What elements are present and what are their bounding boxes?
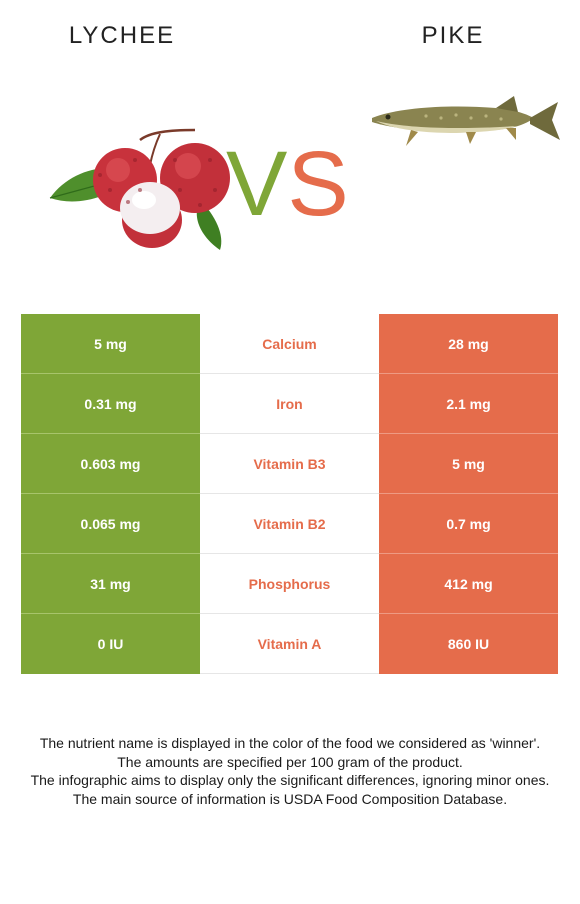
lychee-value: 0.603 mg xyxy=(21,434,200,494)
lychee-value: 0.065 mg xyxy=(21,494,200,554)
nutrient-name: Vitamin B3 xyxy=(200,434,379,494)
nutrient-name: Iron xyxy=(200,374,379,434)
lychee-value: 31 mg xyxy=(21,554,200,614)
nutrient-name: Phosphorus xyxy=(200,554,379,614)
lychee-value: 0.31 mg xyxy=(21,374,200,434)
pike-value: 860 IU xyxy=(379,614,558,674)
nutrient-name: Vitamin A xyxy=(200,614,379,674)
vs-v: V xyxy=(226,133,288,235)
lychee-title: LYCHEE xyxy=(68,22,176,49)
pike-value: 5 mg xyxy=(379,434,558,494)
vs-label: VS xyxy=(226,134,349,234)
footnote: The nutrient name is displayed in the co… xyxy=(39,735,541,751)
pike-value: 0.7 mg xyxy=(379,494,558,554)
nutrient-table: 5 mg Calcium 28 mg 0.31 mg Iron 2.1 mg 0… xyxy=(21,314,558,674)
pike-value: 28 mg xyxy=(379,314,558,374)
table-row: 5 mg Calcium 28 mg xyxy=(21,314,558,374)
table-row: 31 mg Phosphorus 412 mg xyxy=(21,554,558,614)
lychee-value: 0 IU xyxy=(21,614,200,674)
table-row: 0.603 mg Vitamin B3 5 mg xyxy=(21,434,558,494)
table-row: 0.31 mg Iron 2.1 mg xyxy=(21,374,558,434)
footnote: The amounts are specified per 100 gram o… xyxy=(117,753,463,770)
nutrient-name: Calcium xyxy=(200,314,379,374)
pike-value: 412 mg xyxy=(379,554,558,614)
pike-image xyxy=(372,96,560,146)
lychee-image xyxy=(49,128,230,250)
table-row: 0.065 mg Vitamin B2 0.7 mg xyxy=(21,494,558,554)
nutrient-name: Vitamin B2 xyxy=(200,494,379,554)
pike-title: PIKE xyxy=(421,22,485,49)
footnote: The main source of information is USDA F… xyxy=(72,790,508,807)
footnotes: The nutrient name is displayed in the co… xyxy=(20,734,560,808)
footnote: The infographic aims to display only the… xyxy=(30,772,550,788)
lychee-value: 5 mg xyxy=(21,314,200,374)
vs-s: S xyxy=(287,133,349,235)
pike-value: 2.1 mg xyxy=(379,374,558,434)
table-row: 0 IU Vitamin A 860 IU xyxy=(21,614,558,674)
